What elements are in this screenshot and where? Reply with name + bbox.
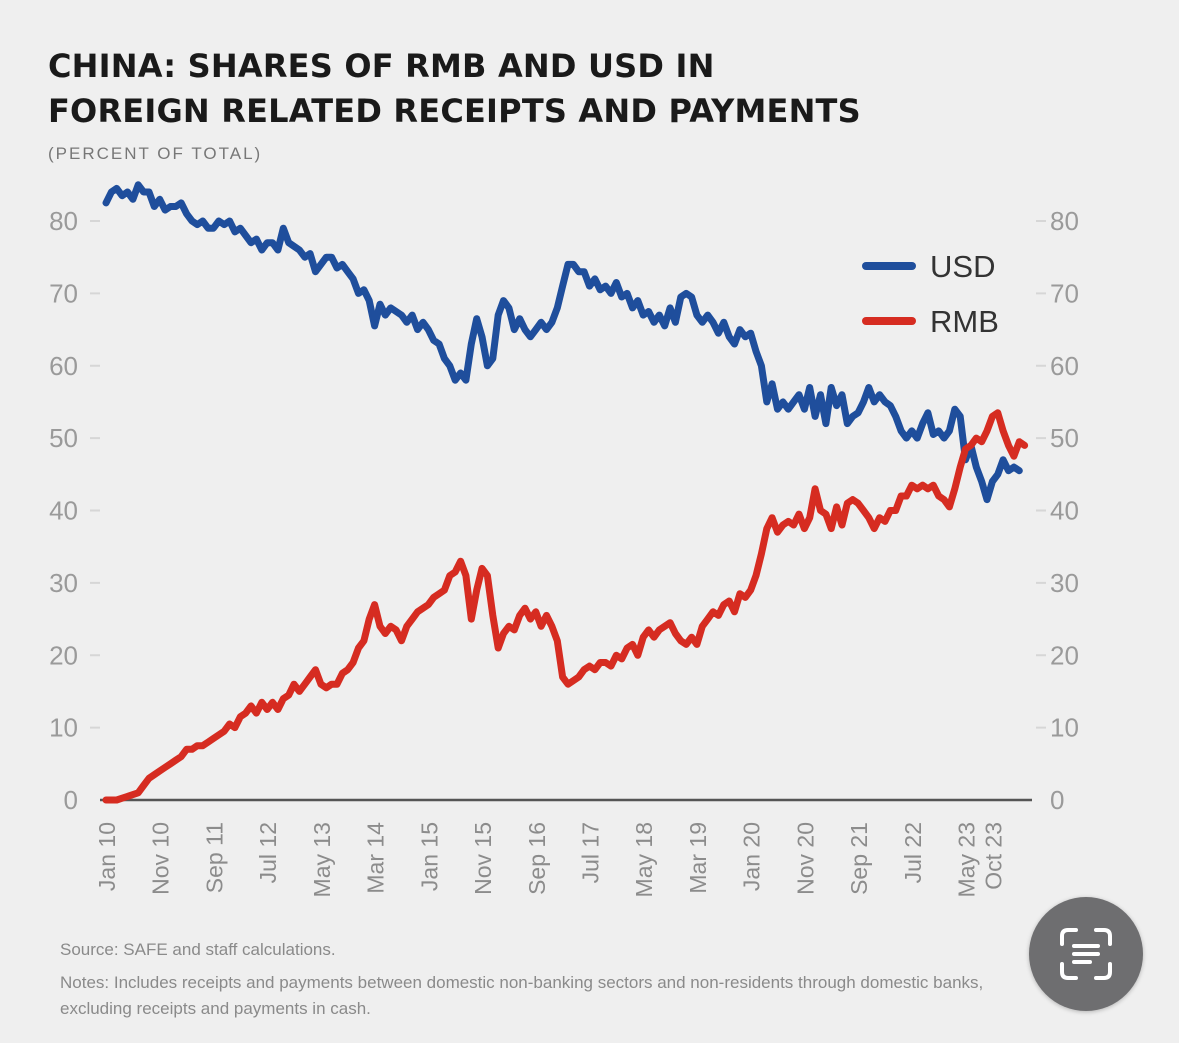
x-tick-label: Sep 11 bbox=[201, 822, 227, 893]
y-tick-label-left: 10 bbox=[49, 713, 78, 743]
x-tick-label: Jul 12 bbox=[255, 822, 281, 883]
x-tick-label: Sep 21 bbox=[846, 822, 872, 895]
y-tick-label-right: 60 bbox=[1050, 351, 1079, 381]
x-tick-label: Jul 22 bbox=[900, 822, 926, 883]
x-tick-label: Nov 15 bbox=[470, 822, 496, 895]
y-tick-label-left: 60 bbox=[49, 351, 78, 381]
chart-source: Source: SAFE and staff calculations. bbox=[60, 940, 336, 959]
x-tick-label: Jan 10 bbox=[94, 822, 120, 891]
y-tick-label-right: 50 bbox=[1050, 423, 1079, 453]
series-line-usd bbox=[102, 181, 1023, 504]
y-tick-label-left: 80 bbox=[49, 206, 78, 236]
y-tick-label-right: 40 bbox=[1050, 496, 1079, 526]
y-tick-label-left: 40 bbox=[49, 496, 78, 526]
y-tick-label-right: 20 bbox=[1050, 640, 1079, 670]
x-tick-label: May 13 bbox=[309, 822, 335, 897]
chart-subtitle: (PERCENT OF TOTAL) bbox=[48, 144, 263, 163]
x-tick-label: Mar 19 bbox=[685, 822, 711, 894]
x-tick-label: Jul 17 bbox=[577, 822, 603, 883]
y-tick-label-left: 20 bbox=[49, 640, 78, 670]
y-tick-label-left: 30 bbox=[49, 568, 78, 598]
y-tick-label-right: 0 bbox=[1050, 785, 1064, 815]
y-tick-label-right: 10 bbox=[1050, 713, 1079, 743]
legend-label-usd: USD bbox=[930, 249, 995, 284]
chart-title: CHINA: SHARES OF RMB AND USD IN FOREIGN R… bbox=[48, 47, 861, 130]
text-scan-button[interactable] bbox=[1029, 897, 1143, 1011]
legend-label-rmb: RMB bbox=[930, 304, 999, 339]
x-tick-label: May 18 bbox=[631, 822, 657, 897]
y-tick-label-right: 30 bbox=[1050, 568, 1079, 598]
y-tick-label-left: 50 bbox=[49, 423, 78, 453]
x-tick-label: Jan 20 bbox=[739, 822, 765, 891]
chart-notes: Notes: Includes receipts and payments be… bbox=[60, 973, 984, 1018]
y-tick-label-right: 80 bbox=[1050, 206, 1079, 236]
x-tick-label: Mar 14 bbox=[363, 822, 389, 894]
x-tick-label: Oct 23 bbox=[980, 822, 1006, 890]
y-tick-label-left: 0 bbox=[64, 785, 78, 815]
x-tick-label: May 23 bbox=[954, 822, 980, 897]
y-tick-label-left: 70 bbox=[49, 278, 78, 308]
text-scan-icon bbox=[1060, 928, 1112, 980]
x-tick-label: Jan 15 bbox=[416, 822, 442, 891]
x-tick-label: Nov 10 bbox=[148, 822, 174, 895]
y-tick-label-right: 70 bbox=[1050, 278, 1079, 308]
series-line-rmb bbox=[102, 409, 1029, 804]
x-tick-label: Nov 20 bbox=[792, 822, 818, 895]
x-tick-label: Sep 16 bbox=[524, 822, 550, 895]
